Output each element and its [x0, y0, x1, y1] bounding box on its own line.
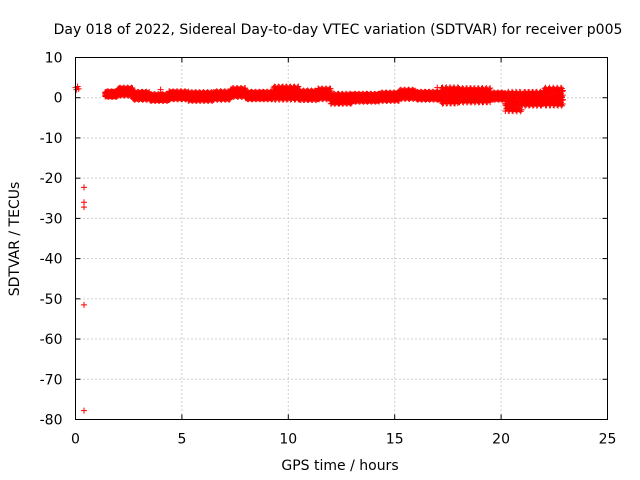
- y-tick-label: -10: [40, 131, 63, 147]
- outlier-point: [81, 184, 88, 191]
- data-points: [72, 83, 566, 414]
- x-tick-label: 25: [599, 432, 617, 448]
- y-axis-label: SDTVAR / TECUs: [7, 182, 23, 297]
- outlier-point: [75, 85, 82, 92]
- y-tick-label: 0: [54, 91, 63, 107]
- data-point: [559, 87, 566, 94]
- grid: [75, 57, 608, 420]
- y-tick-label: -70: [40, 372, 63, 388]
- outlier-point: [81, 204, 88, 211]
- x-tick-label: 10: [279, 432, 297, 448]
- x-tick-label: 15: [386, 432, 404, 448]
- y-tick-label: -60: [40, 332, 63, 348]
- data-point: [242, 85, 249, 92]
- data-point: [295, 83, 302, 90]
- axes: 0 5 10 15 20 25 10 0 -10 -20 -30 -40 -50 -60 -70 -80: [40, 51, 617, 448]
- outlier-point: [434, 84, 441, 91]
- plot-frame: [75, 57, 608, 420]
- y-tick-label: 10: [45, 51, 63, 67]
- y-tick-label: -20: [40, 171, 63, 187]
- x-tick-label: 0: [71, 432, 80, 448]
- data-point: [129, 85, 136, 92]
- outlier-point: [157, 86, 164, 93]
- y-tick-label: -30: [40, 211, 63, 227]
- data-point: [327, 85, 334, 92]
- x-tick-label: 5: [177, 432, 186, 448]
- data-point: [486, 86, 493, 93]
- chart-title: Day 018 of 2022, Sidereal Day-to-day VTE…: [54, 22, 623, 38]
- y-tick-label: -40: [40, 252, 63, 268]
- y-tick-label: -50: [40, 292, 63, 308]
- x-axis-label: GPS time / hours: [281, 458, 398, 474]
- y-tick-label: -80: [40, 413, 63, 429]
- data-point: [294, 84, 301, 91]
- outlier-point: [81, 407, 88, 414]
- x-tick-label: 20: [492, 432, 510, 448]
- outlier-point: [434, 94, 441, 101]
- outlier-point: [81, 301, 88, 308]
